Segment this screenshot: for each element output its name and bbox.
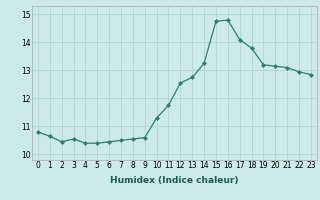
X-axis label: Humidex (Indice chaleur): Humidex (Indice chaleur)	[110, 176, 239, 185]
